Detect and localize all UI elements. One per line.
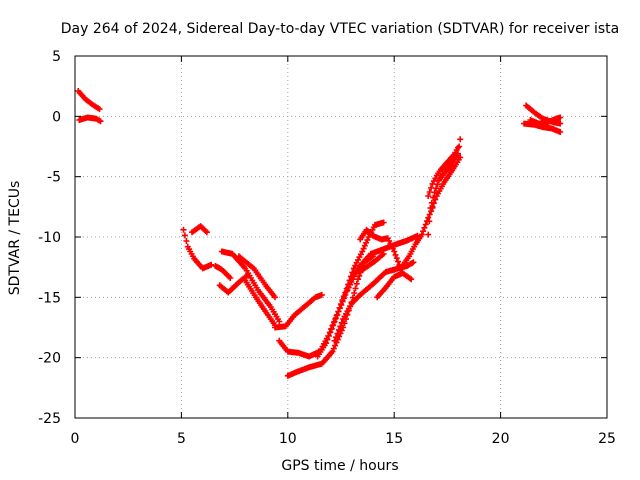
x-tick-label: 15: [385, 431, 403, 447]
series-arc-f: [331, 205, 436, 344]
x-tick-label: 5: [177, 431, 186, 447]
y-tick-label: -10: [38, 230, 61, 246]
chart-title: Day 264 of 2024, Sidereal Day-to-day VTE…: [61, 21, 619, 37]
x-tick-label: 20: [492, 431, 510, 447]
y-tick-label: 0: [52, 109, 61, 125]
x-tick-label: 10: [279, 431, 297, 447]
y-tick-label: -15: [38, 290, 61, 306]
x-tick-labels: 0 5 10 15 20 25: [71, 431, 616, 447]
x-tick-label: 0: [71, 431, 80, 447]
data-points: [75, 88, 564, 379]
y-tick-label: -25: [38, 411, 61, 427]
scatter-markers-arc-h: [521, 102, 564, 135]
y-axis-title: SDTVAR / TECUs: [7, 181, 23, 296]
series-arc-h: [521, 102, 564, 135]
scatter-markers-arc-f: [331, 205, 436, 344]
grid-lines: [75, 56, 607, 418]
scatter-markers-arc-a: [75, 88, 104, 125]
scatter-markers-arc-c: [235, 253, 325, 331]
y-tick-label: -20: [38, 351, 61, 367]
axis-ticks: [74, 55, 608, 419]
y-tick-label: -5: [47, 170, 61, 186]
y-tick-label: 5: [52, 49, 61, 65]
series-arc-b: [180, 223, 283, 325]
scatter-markers-arc-g: [425, 136, 464, 238]
series-arc-c: [235, 253, 325, 331]
y-tick-labels: -25 -20 -15 -10 -5 0 5: [38, 49, 61, 427]
x-tick-label: 25: [598, 431, 616, 447]
series-arc-a: [75, 88, 104, 125]
series-arc-g: [425, 136, 464, 238]
scatter-markers-arc-b: [180, 223, 283, 325]
x-axis-title: GPS time / hours: [281, 458, 398, 474]
